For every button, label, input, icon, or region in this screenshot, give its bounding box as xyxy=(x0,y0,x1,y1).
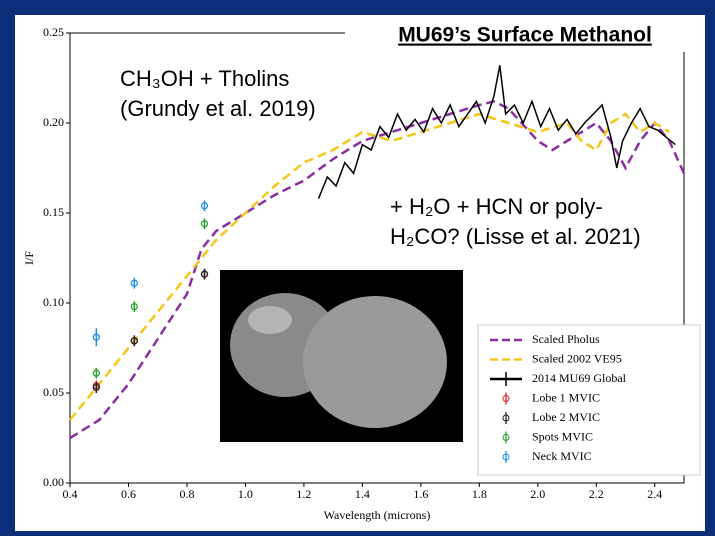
annotation: + H₂O + HCN or poly- xyxy=(390,194,603,219)
annotation: (Grundy et al. 2019) xyxy=(120,96,316,121)
legend-label: 2014 MU69 Global xyxy=(532,371,627,385)
x-tick-label: 1.0 xyxy=(238,487,253,501)
y-tick-label: 0.20 xyxy=(43,115,64,129)
y-tick-label: 0.25 xyxy=(43,25,64,39)
legend-label: Neck MVIC xyxy=(532,449,592,463)
legend-label: Lobe 2 MVIC xyxy=(532,410,600,424)
legend-label: Scaled Pholus xyxy=(532,332,600,346)
x-tick-label: 1.6 xyxy=(413,487,428,501)
crater xyxy=(248,306,292,334)
x-tick-label: 0.6 xyxy=(121,487,136,501)
x-tick-label: 0.8 xyxy=(179,487,194,501)
y-tick-label: 0.10 xyxy=(43,295,64,309)
x-tick-label: 1.2 xyxy=(296,487,311,501)
legend-label: Spots MVIC xyxy=(532,429,593,443)
x-tick-label: 2.0 xyxy=(530,487,545,501)
page: MU69’s Surface Methanol Wavelength (micr… xyxy=(0,0,715,536)
x-tick-label: 1.8 xyxy=(472,487,487,501)
chart-title: MU69’s Surface Methanol xyxy=(398,24,652,47)
lobe-large xyxy=(303,296,447,428)
y-tick-label: 0.05 xyxy=(43,385,64,399)
slide: MU69’s Surface Methanol Wavelength (micr… xyxy=(0,0,715,536)
annotation: CH₃OH + Tholins xyxy=(120,66,289,91)
legend-label: Lobe 1 MVIC xyxy=(532,390,600,404)
x-tick-label: 2.2 xyxy=(589,487,604,501)
annotation: H₂CO? (Lisse et al. 2021) xyxy=(390,224,641,249)
x-tick-label: 1.4 xyxy=(355,487,370,501)
arrokoth-image xyxy=(220,270,463,442)
y-tick-label: 0.00 xyxy=(43,475,64,489)
y-axis-label: I/F xyxy=(22,251,36,265)
x-tick-label: 2.4 xyxy=(647,487,662,501)
legend-label: Scaled 2002 VE95 xyxy=(532,351,622,365)
y-tick-label: 0.15 xyxy=(43,205,64,219)
x-tick-label: 0.4 xyxy=(63,487,78,501)
x-axis-label: Wavelength (microns) xyxy=(324,508,431,522)
